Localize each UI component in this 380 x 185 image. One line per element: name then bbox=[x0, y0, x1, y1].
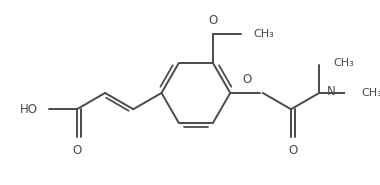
Text: CH₃: CH₃ bbox=[334, 58, 355, 68]
Text: O: O bbox=[209, 14, 218, 27]
Text: O: O bbox=[288, 144, 298, 157]
Text: CH₃: CH₃ bbox=[253, 29, 274, 39]
Text: O: O bbox=[242, 73, 251, 86]
Text: HO: HO bbox=[21, 103, 38, 116]
Text: CH₃: CH₃ bbox=[361, 88, 380, 98]
Text: O: O bbox=[72, 144, 82, 157]
Text: N: N bbox=[326, 85, 335, 98]
